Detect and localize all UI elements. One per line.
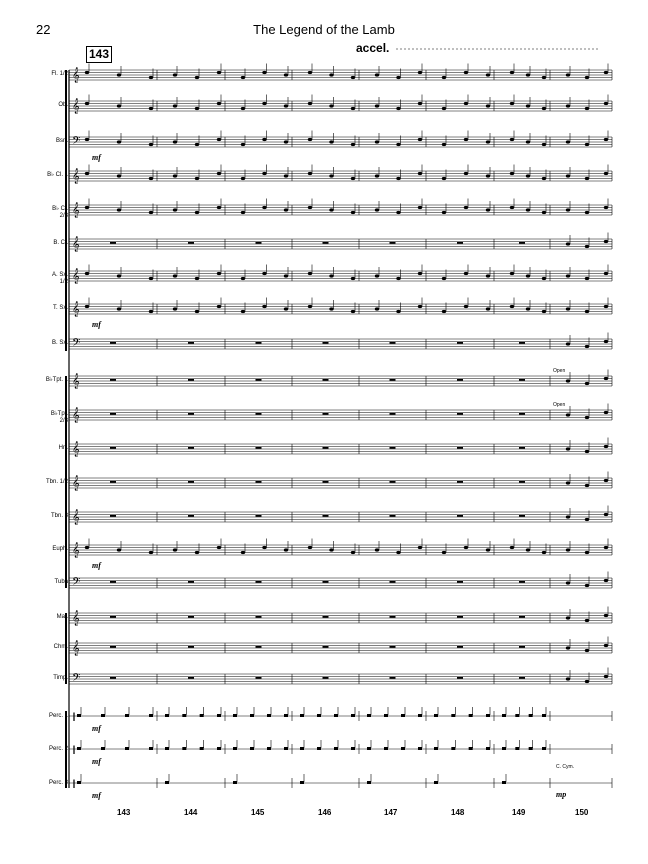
svg-text:𝄞: 𝄞: [72, 510, 80, 525]
instrument-label: Ob.: [58, 102, 68, 108]
dynamic-mp: mp: [556, 790, 567, 799]
measure-number: 150: [575, 808, 589, 817]
page-number: 22: [36, 22, 51, 37]
measure-number: 148: [451, 808, 465, 817]
svg-text:‖: ‖: [72, 779, 76, 788]
instrument-label: Timp.: [53, 675, 68, 681]
dynamic-marking: mf: [92, 791, 101, 800]
svg-text:𝄞: 𝄞: [72, 68, 80, 83]
svg-text:𝄢: 𝄢: [72, 337, 80, 352]
open-annotation-tpt1: Open: [553, 368, 566, 374]
svg-text:𝄞: 𝄞: [72, 203, 80, 218]
svg-text:𝄞: 𝄞: [72, 442, 80, 457]
dynamic-marking: mf: [92, 153, 101, 162]
instrument-label: Fl. 1/2: [51, 71, 68, 77]
measure-number: 147: [384, 808, 398, 817]
instrument-label: Tbn. 3: [50, 513, 68, 519]
instrument-label: Tbn. 1/2: [45, 479, 68, 485]
instrument-label: B♭ Cl. 1: [47, 172, 68, 178]
open-annotation-tpt23: Open: [553, 402, 566, 408]
measure-number: 149: [512, 808, 526, 817]
instrument-label: A. Sx. 1/2: [51, 272, 68, 285]
svg-text:𝄞: 𝄞: [72, 543, 80, 558]
svg-text:𝄞: 𝄞: [72, 169, 80, 184]
instrument-label: Bsn.: [55, 138, 68, 144]
svg-text:𝄢: 𝄢: [72, 576, 80, 591]
svg-text:𝄞: 𝄞: [72, 269, 80, 284]
instrument-label: B♭Tpt. 2/3: [50, 411, 68, 424]
instrument-label: B. Sx.: [51, 340, 68, 346]
instrument-label: Hn.: [58, 445, 68, 451]
instrument-label: Tuba: [54, 579, 68, 585]
cymbal-annotation: C. Cym.: [556, 764, 575, 770]
measure-number: 145: [251, 808, 265, 817]
instrument-label: Mal.: [56, 614, 68, 620]
measure-number: 144: [184, 808, 198, 817]
svg-text:𝄢: 𝄢: [72, 672, 80, 687]
rehearsal-mark: 143: [86, 46, 113, 63]
measure-number: 143: [117, 808, 131, 817]
svg-text:𝄞: 𝄞: [72, 99, 80, 114]
dynamic-marking: mf: [92, 724, 101, 733]
instrument-label: Perc. 2: [48, 746, 68, 752]
instrument-label: B♭ Cl. 2/3: [52, 206, 68, 219]
svg-text:𝄞: 𝄞: [72, 374, 80, 389]
dynamic-marking: mf: [92, 320, 101, 329]
measure-number: 146: [318, 808, 332, 817]
dynamic-marking: mf: [92, 561, 101, 570]
instrument-label: Perc. 1: [48, 713, 68, 719]
svg-text:𝄞: 𝄞: [72, 476, 80, 491]
instrument-label: B♭Tpt. 1: [45, 377, 68, 383]
instrument-label: B. Cl.: [53, 240, 68, 246]
instrument-label: T. Sx.: [52, 305, 68, 311]
dynamic-marking: mf: [92, 757, 101, 766]
svg-text:𝄞: 𝄞: [72, 611, 80, 626]
svg-text:𝄢: 𝄢: [72, 135, 80, 150]
piece-title: The Legend of the Lamb: [253, 22, 395, 37]
tempo-marking: accel.: [356, 41, 390, 55]
svg-text:𝄞: 𝄞: [72, 408, 80, 423]
instrument-label: Euph.: [52, 546, 68, 552]
svg-text:‖: ‖: [72, 712, 76, 721]
instrument-label: Perc. 3: [48, 780, 68, 786]
svg-text:𝄞: 𝄞: [72, 302, 80, 317]
svg-text:‖: ‖: [72, 745, 76, 754]
svg-text:𝄞: 𝄞: [72, 641, 80, 656]
instrument-label: Chm.: [53, 644, 68, 650]
svg-text:𝄞: 𝄞: [72, 237, 80, 252]
